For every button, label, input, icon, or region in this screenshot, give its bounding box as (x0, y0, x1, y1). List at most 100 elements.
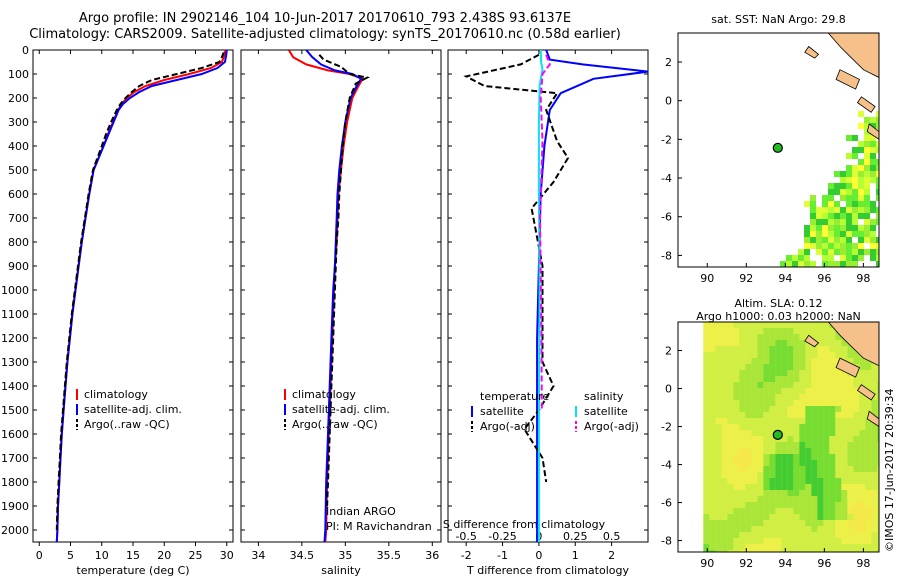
sla-cell (769, 322, 776, 328)
legend-label: satellite-adj. clim. (84, 403, 182, 416)
sla-cell (793, 382, 800, 388)
sst-cell (870, 123, 876, 129)
sla-cell (877, 514, 879, 520)
sla-cell (805, 388, 812, 394)
sst_map-panel: 90 92 94 96 98 2 0 -2 -4 -6 -8 sat. SST: NaN Argo: … (661, 13, 880, 285)
sla-cell (781, 424, 788, 430)
sla-cell (703, 376, 710, 382)
depth-tick-label: 1800 (1, 476, 29, 489)
salinity-series-line (318, 54, 371, 507)
sst-cell (876, 141, 879, 147)
sla-cell (781, 376, 788, 382)
sla-cell (859, 550, 866, 552)
argo-float-marker (772, 429, 783, 440)
sla-cell (847, 418, 854, 424)
sla-cell (721, 364, 728, 370)
sst-cell (870, 219, 876, 225)
sla-cell (841, 370, 848, 376)
sla-cell (787, 544, 794, 550)
sla-cell (715, 484, 722, 490)
sla-cell (703, 478, 710, 484)
temperature-series-group (55, 50, 228, 542)
sst-cell (876, 237, 879, 243)
sla-cell (745, 514, 752, 520)
sst-cell (864, 219, 870, 225)
sla-cell (703, 370, 710, 376)
sla-cell (709, 418, 716, 424)
sla-cell (709, 514, 716, 520)
sla-cell (847, 442, 854, 448)
sla-cell (775, 376, 782, 382)
sst-cell (840, 171, 846, 177)
sla-cell (793, 346, 800, 352)
sla-cell (733, 436, 740, 442)
sst-cell (804, 225, 810, 231)
sla-cell (787, 376, 794, 382)
sla-cell (763, 382, 770, 388)
sla-cell (727, 526, 734, 532)
sst-cell (846, 249, 852, 255)
sla-cell (877, 478, 879, 484)
land-sumatra (827, 322, 879, 367)
sst-cell (852, 189, 858, 195)
sla-cell (733, 418, 740, 424)
sla-cell (853, 496, 860, 502)
sst-cell (864, 171, 870, 177)
sla-cell (877, 364, 879, 370)
sla-cell (841, 502, 848, 508)
sla-cell (757, 526, 764, 532)
sla-cell (757, 538, 764, 544)
sst-cell (852, 135, 858, 141)
sla-cell (865, 544, 872, 550)
sla-cell (799, 364, 806, 370)
sla-cell (805, 532, 812, 538)
sla-cell (787, 532, 794, 538)
sla-cell (829, 484, 836, 490)
legend-label: satellite (584, 405, 628, 418)
sla-cell (739, 520, 746, 526)
sst-cell (840, 177, 846, 183)
sla-cell (757, 340, 764, 346)
sla-cell (811, 502, 818, 508)
sla-cell (709, 472, 716, 478)
sla-cell (763, 424, 770, 430)
sla-cell (787, 364, 794, 370)
sla-cell (769, 538, 776, 544)
sla-cell (739, 484, 746, 490)
legend-label: Argo(-adj) (480, 420, 535, 433)
sla-cell (787, 340, 794, 346)
sla-cell (817, 502, 824, 508)
sla-cell (781, 448, 788, 454)
sla-cell (847, 508, 854, 514)
depth-tick-label: 300 (8, 116, 29, 129)
sla-cell (775, 538, 782, 544)
sla-cell (721, 460, 728, 466)
sst-cell (870, 177, 876, 183)
sla-cell (853, 544, 860, 550)
depth-tick-label: 1700 (1, 452, 29, 465)
sla-cell (799, 454, 806, 460)
sla-cell (769, 424, 776, 430)
sla-cell (745, 388, 752, 394)
sla-cell (763, 454, 770, 460)
sst-cell (846, 231, 852, 237)
sst-cell (816, 207, 822, 213)
temperature-xtick-label: 15 (126, 549, 140, 562)
sst-cell (834, 249, 840, 255)
sla-cell (817, 472, 824, 478)
sla-cell (817, 376, 824, 382)
sla-cell (733, 388, 740, 394)
sst-cell (870, 141, 876, 147)
sla-cell (721, 424, 728, 430)
sla-cell (865, 514, 872, 520)
sla-cell (715, 436, 722, 442)
sla-cell (805, 418, 812, 424)
sla-cell (763, 340, 770, 346)
sla-cell (877, 544, 879, 550)
sst-cell (822, 225, 828, 231)
sst-cell (864, 147, 870, 153)
sla-cell (811, 454, 818, 460)
sla-cell (811, 412, 818, 418)
sla-cell (751, 322, 758, 328)
